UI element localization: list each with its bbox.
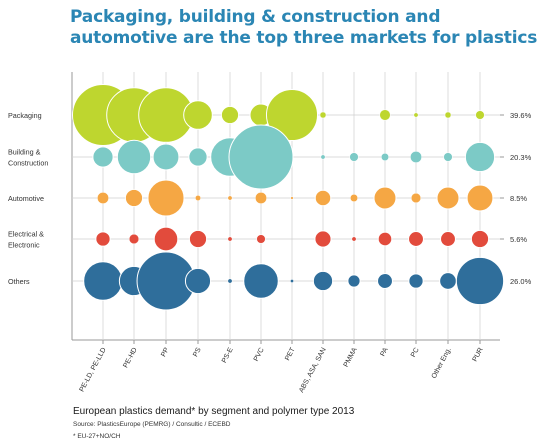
bubble-electrical-electronic-pvc: [256, 234, 266, 244]
x-label-pvc: PVC: [253, 347, 266, 363]
bubble-electrical-electronic-pe-hd: [128, 233, 140, 245]
bubble-building-construction-pe-ld-pe-lld: [92, 146, 114, 168]
bubble-others-pvc: [243, 263, 279, 299]
x-label-ps-e: PS-E: [221, 346, 235, 364]
bubble-building-construction-pe-hd: [116, 139, 152, 175]
bubble-electrical-electronic-pa: [377, 231, 393, 247]
bubble-automotive-pvc: [255, 192, 267, 204]
x-label-pc: PC: [410, 347, 421, 359]
chart-source: Source: PlasticsEurope (PEMRG) / Consult…: [73, 421, 231, 428]
x-label-pa: PA: [379, 346, 389, 357]
bubble-electrical-electronic-other-eng: [440, 231, 456, 247]
row-label-automotive: Automotive: [8, 194, 44, 203]
bubble-packaging-ps-e: [220, 105, 240, 125]
bubble-packaging-other-eng: [444, 111, 452, 119]
bubble-building-construction-pvc: [228, 124, 294, 190]
x-label-abs-asa-san: ABS, ASA, SAN: [298, 347, 328, 394]
x-label-pmma: PMMA: [343, 346, 359, 368]
bubble-others-pa: [377, 273, 393, 289]
bubble-packaging-pur: [475, 110, 485, 120]
bubble-electrical-electronic-abs-asa-san: [314, 230, 332, 248]
row-label-building-construction: Building & Construction: [8, 148, 48, 168]
bubble-electrical-electronic-pmma: [351, 236, 357, 242]
bubble-packaging-pc: [413, 112, 419, 118]
bubble-automotive-pet: [290, 196, 294, 200]
title-line-1: Packaging, building & construction and: [70, 7, 441, 27]
bubble-electrical-electronic-pc: [408, 231, 424, 247]
bubble-automotive-pur: [466, 184, 494, 212]
bubble-automotive-abs-asa-san: [314, 189, 332, 207]
bubble-building-construction-pmma: [349, 152, 359, 162]
bubble-building-construction-other-eng: [443, 152, 453, 162]
bubble-electrical-electronic-ps-e: [227, 236, 233, 242]
bubble-others-pc: [408, 273, 424, 289]
x-label-pe-hd: PE-HD: [122, 347, 138, 370]
bubble-others-pe-ld-pe-lld: [83, 261, 123, 301]
bubble-electrical-electronic-pur: [470, 229, 490, 249]
bubble-others-pur: [455, 256, 505, 306]
x-label-pp: PP: [160, 346, 171, 358]
bubble-automotive-pe-ld-pe-lld: [97, 192, 109, 204]
row-share-packaging: 39.6%: [510, 111, 532, 120]
chart-caption: European plastics demand* by segment and…: [73, 406, 355, 417]
row-share-automotive: 8.5%: [510, 194, 527, 203]
row-share-electrical-electronic: 5.6%: [510, 235, 527, 244]
bubble-packaging-pa: [379, 109, 391, 121]
bubble-building-construction-pp: [152, 143, 180, 171]
bubble-building-construction-pc: [410, 151, 422, 163]
chart-title: Packaging, building & construction and a…: [70, 7, 537, 49]
title-line-2: automotive are the top three markets for…: [70, 28, 538, 48]
bubble-electrical-electronic-pp: [153, 226, 179, 252]
bubble-building-construction-pa: [381, 153, 389, 161]
bubble-packaging-pet: [265, 88, 319, 142]
bubble-electrical-electronic-ps: [188, 229, 208, 249]
chart-footnote: * EU-27+NO/CH: [73, 433, 121, 440]
bubble-others-ps-e: [227, 278, 233, 284]
bubble-automotive-pp: [147, 179, 185, 217]
bubble-others-pmma: [347, 274, 361, 288]
x-label-ps: PS: [192, 346, 203, 358]
x-label-pet: PET: [284, 346, 297, 362]
bubble-packaging-ps: [183, 100, 213, 130]
bubble-automotive-pa: [373, 186, 397, 210]
row-label-packaging: Packaging: [8, 111, 42, 120]
bubble-automotive-pmma: [350, 194, 358, 202]
bubble-automotive-pe-hd: [124, 188, 144, 208]
x-label-pe-ld-pe-lld: PE-LD, PE-LLD: [79, 347, 108, 394]
x-label-pur: PUR: [472, 347, 485, 363]
bubble-packaging-abs-asa-san: [319, 111, 327, 119]
bubble-building-construction-abs-asa-san: [320, 154, 326, 160]
bubble-others-abs-asa-san: [312, 270, 334, 292]
bubble-building-construction-ps: [188, 147, 208, 167]
bubble-automotive-other-eng: [436, 186, 460, 210]
bubble-others-other-eng: [439, 272, 457, 290]
bubble-others-ps: [184, 267, 212, 295]
bubble-automotive-ps-e: [227, 195, 233, 201]
row-share-others: 26.0%: [510, 277, 532, 286]
bubble-automotive-pc: [410, 192, 422, 204]
bubble-building-construction-pur: [464, 141, 496, 173]
x-label-other-eng: Other Eng.: [431, 347, 453, 380]
bubble-others-pet: [290, 279, 294, 283]
row-label-others: Others: [8, 277, 30, 286]
bubble-automotive-ps: [195, 195, 201, 201]
row-label-electrical-electronic: Electrical & Electronic: [8, 230, 44, 250]
bubble-electrical-electronic-pe-ld-pe-lld: [95, 231, 111, 247]
row-share-building-construction: 20.3%: [510, 153, 532, 162]
